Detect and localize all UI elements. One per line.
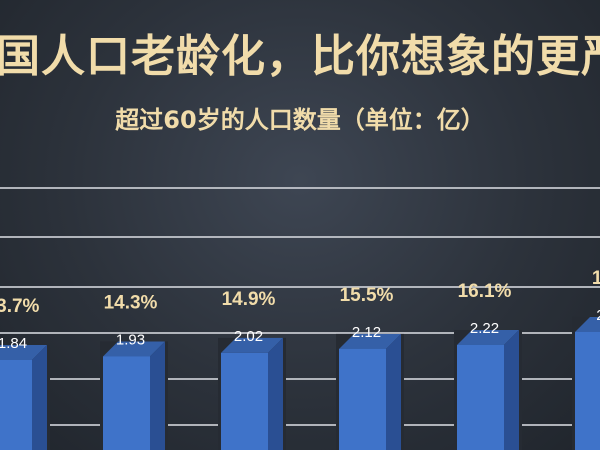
bar: [457, 344, 504, 450]
bar: [575, 331, 600, 450]
value-label: 1.84: [0, 335, 27, 352]
bar-side: [268, 337, 283, 450]
bar-side: [150, 341, 165, 450]
bar-top: [103, 341, 165, 357]
bar-side: [32, 345, 47, 450]
bar-top: [457, 329, 519, 345]
bar: [103, 356, 150, 450]
value-label: 2.: [596, 307, 600, 324]
bar-top: [221, 337, 283, 353]
percent-label: 13.7%: [0, 296, 40, 317]
percent-label: 16.1%: [458, 281, 512, 302]
bar-top: [575, 316, 600, 332]
percent-label: 15.5%: [340, 285, 394, 306]
bar: [0, 360, 32, 450]
percent-label: 14.9%: [222, 289, 276, 310]
percent-label: 14.3%: [104, 292, 158, 313]
chart-title: 国人口老龄化，比你想象的更严: [0, 31, 600, 82]
value-label: 2.02: [234, 328, 263, 345]
bar: [221, 352, 268, 450]
percent-label: 17: [592, 268, 600, 289]
value-label: 2.22: [470, 320, 499, 337]
bar-side: [504, 329, 519, 450]
bar: [339, 348, 386, 450]
bar-top: [0, 345, 47, 360]
bar-side: [386, 333, 401, 450]
value-label: 2.12: [352, 324, 381, 341]
bar-top: [339, 333, 401, 349]
chart-subtitle: 超过60岁的人口数量（单位：亿）: [115, 106, 485, 134]
value-label: 1.93: [116, 331, 145, 348]
